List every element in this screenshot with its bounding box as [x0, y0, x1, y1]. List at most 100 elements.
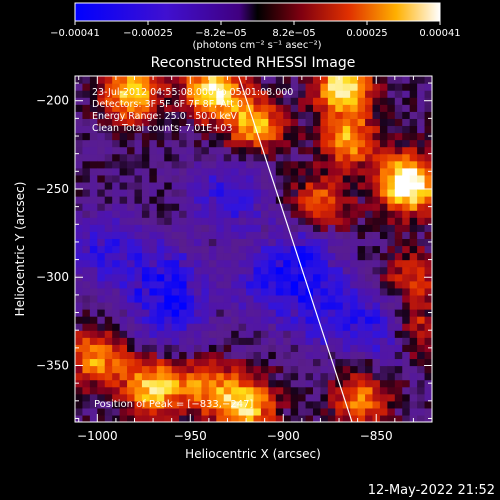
heatmap-cell: [417, 97, 426, 105]
heatmap-cell: [372, 273, 381, 282]
heatmap-cell: [119, 294, 128, 303]
heatmap-cell: [112, 266, 121, 275]
heatmap-cell: [141, 167, 150, 176]
heatmap-cell: [417, 344, 426, 352]
heatmap-cell: [417, 316, 426, 324]
heatmap-cell: [223, 252, 232, 261]
heatmap-cell: [119, 400, 128, 409]
heatmap-cell: [253, 316, 262, 324]
heatmap-cell: [149, 196, 158, 204]
heatmap-cell: [156, 273, 165, 282]
heatmap-cell: [246, 330, 255, 338]
heatmap-cell: [335, 238, 344, 247]
heatmap-cell: [320, 309, 329, 317]
heatmap-cell: [82, 316, 91, 324]
heatmap-cell: [402, 146, 411, 155]
heatmap-cell: [194, 196, 203, 204]
heatmap-cell: [119, 287, 128, 296]
heatmap-cell: [194, 330, 203, 338]
heatmap-cell: [409, 309, 418, 317]
heatmap-cell: [357, 238, 366, 247]
heatmap-cell: [260, 259, 269, 268]
heatmap-cell: [127, 358, 136, 367]
heatmap-cell: [313, 90, 322, 98]
heatmap-cell: [75, 83, 84, 91]
heatmap-cell: [327, 90, 336, 98]
heatmap-cell: [179, 280, 188, 289]
heatmap-cell: [82, 407, 91, 416]
heatmap-cell: [290, 224, 299, 232]
heatmap-cell: [365, 217, 374, 225]
heatmap-cell: [179, 330, 188, 338]
heatmap-cell: [223, 160, 232, 169]
heatmap-cell: [394, 210, 403, 218]
heatmap-cell: [231, 153, 240, 162]
heatmap-cell: [119, 379, 128, 388]
heatmap-cell: [409, 287, 418, 296]
heatmap-cell: [75, 337, 84, 345]
heatmap-cell: [134, 76, 143, 84]
heatmap-cell: [208, 316, 217, 324]
heatmap-cell: [372, 252, 381, 261]
heatmap-cell: [394, 365, 403, 374]
heatmap-cell: [134, 294, 143, 303]
heatmap-cell: [208, 266, 217, 275]
heatmap-cell: [305, 273, 314, 282]
heatmap-cell: [253, 217, 262, 225]
heatmap-cell: [97, 301, 106, 310]
heatmap-cell: [335, 146, 344, 155]
heatmap-cell: [231, 365, 240, 374]
heatmap-cell: [216, 252, 225, 261]
heatmap-cell: [164, 224, 173, 232]
heatmap-cell: [372, 407, 381, 416]
heatmap-cell: [387, 97, 396, 105]
heatmap-cell: [246, 379, 255, 388]
heatmap-cell: [75, 393, 84, 402]
heatmap-cell: [89, 188, 98, 197]
heatmap-cell: [127, 203, 136, 211]
heatmap-cell: [141, 323, 150, 331]
heatmap-cell: [350, 252, 359, 261]
heatmap-cell: [402, 316, 411, 324]
heatmap-cell: [127, 83, 136, 91]
heatmap-cell: [127, 231, 136, 240]
heatmap-cell: [327, 273, 336, 282]
heatmap-cell: [208, 358, 217, 367]
heatmap-cell: [275, 210, 284, 218]
heatmap-cell: [379, 203, 388, 211]
heatmap-cell: [387, 323, 396, 331]
heatmap-cell: [275, 358, 284, 367]
heatmap-cell: [275, 139, 284, 148]
heatmap-cell: [417, 379, 426, 388]
heatmap-cell: [104, 414, 113, 422]
heatmap-cell: [149, 153, 158, 162]
heatmap-cell: [283, 379, 292, 388]
heatmap-cell: [119, 344, 128, 352]
heatmap-cell: [283, 393, 292, 402]
heatmap-cell: [335, 203, 344, 211]
heatmap-cell: [409, 231, 418, 240]
heatmap-cell: [119, 330, 128, 338]
heatmap-cell: [119, 181, 128, 190]
heatmap-cell: [290, 90, 299, 98]
heatmap-cell: [290, 83, 299, 91]
heatmap-cell: [201, 287, 210, 296]
heatmap-cell: [394, 97, 403, 105]
heatmap-cell: [194, 97, 203, 105]
heatmap-cell: [156, 76, 165, 84]
heatmap-cell: [134, 337, 143, 345]
heatmap-cell: [223, 259, 232, 268]
heatmap-cell: [305, 379, 314, 388]
heatmap-cell: [201, 181, 210, 190]
heatmap-cell: [223, 224, 232, 232]
heatmap-cell: [402, 294, 411, 303]
heatmap-cell: [75, 90, 84, 98]
heatmap-cell: [305, 337, 314, 345]
heatmap-cell: [171, 153, 180, 162]
heatmap-cell: [208, 153, 217, 162]
heatmap-cell: [89, 316, 98, 324]
heatmap-cell: [231, 266, 240, 275]
heatmap-cell: [275, 287, 284, 296]
heatmap-cell: [283, 316, 292, 324]
heatmap-cell: [379, 400, 388, 409]
